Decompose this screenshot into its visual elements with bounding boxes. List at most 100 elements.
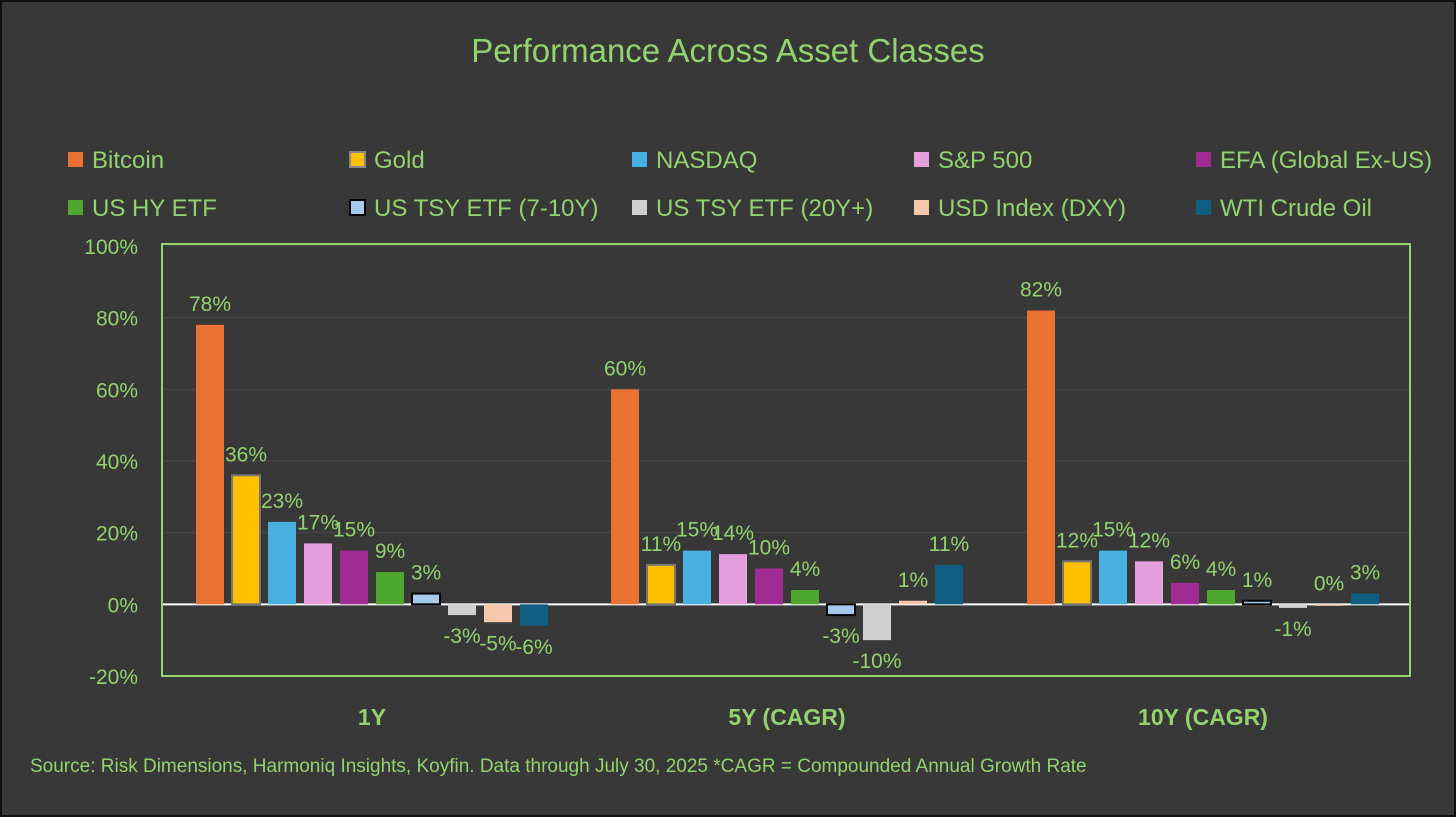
bar-gold-1 (646, 563, 676, 606)
bar-efa-global-ex-us--1 (755, 568, 783, 605)
bar-usd-index-dxy--0 (484, 604, 512, 623)
data-label: 82% (1020, 279, 1062, 302)
y-tick-label: 100% (84, 236, 138, 259)
data-label: 15% (333, 519, 375, 542)
legend-label: USD Index (DXY) (938, 195, 1126, 222)
data-label: 4% (1206, 558, 1236, 581)
data-label: 12% (1056, 529, 1098, 552)
bar-usd-index-dxy--2 (1315, 604, 1343, 606)
bars (196, 310, 1379, 641)
legend: Bitcoin Gold NASDAQ S&P 500 EFA (Global Ex-U… (68, 147, 1432, 222)
bar-us-tsy-etf-20y--0 (448, 604, 476, 616)
legend-swatch (914, 152, 929, 167)
data-label: -10% (852, 650, 901, 673)
data-label: 0% (1314, 572, 1344, 595)
bar-us-hy-etf-1 (791, 590, 819, 605)
data-label: -5% (479, 632, 516, 655)
y-tick-label: 60% (96, 379, 138, 402)
legend-swatch (68, 200, 83, 215)
bar-us-hy-etf-2 (1207, 590, 1235, 605)
bar-us-tsy-etf-20y--2 (1279, 604, 1307, 608)
bar-nasdaq-2 (1099, 550, 1127, 605)
legend-swatch (632, 200, 647, 215)
x-tick-label: 1Y (358, 704, 386, 730)
legend-label: EFA (Global Ex-US) (1220, 147, 1432, 174)
bar-efa-global-ex-us--0 (340, 550, 368, 605)
bar-wti-crude-oil-1 (935, 564, 963, 605)
legend-label: US HY ETF (92, 195, 217, 222)
legend-swatch (349, 151, 366, 168)
x-tick-label: 5Y (CAGR) (728, 704, 845, 730)
bar-us-tsy-etf-7-10y--1 (826, 603, 856, 617)
bar-wti-crude-oil-0 (520, 604, 548, 626)
data-label: 4% (790, 558, 820, 581)
x-tick-label: 10Y (CAGR) (1138, 704, 1268, 730)
data-labels: 78%36%23%17%15%9%3%-3%-5%-6%60%11%15%14%… (189, 279, 1380, 674)
data-label: 11% (641, 533, 681, 556)
chart-title: Performance Across Asset Classes (471, 32, 985, 69)
legend-swatch (914, 200, 929, 215)
data-label: 60% (604, 357, 646, 380)
data-label: -3% (443, 625, 480, 648)
y-tick-label: 80% (96, 308, 138, 331)
gridlines (163, 245, 1409, 677)
legend-swatch (632, 152, 647, 167)
bar-gold-0 (231, 474, 261, 606)
x-axis: 1Y 5Y (CAGR) 10Y (CAGR) (358, 704, 1268, 730)
bar-us-tsy-etf-20y--1 (863, 604, 891, 641)
bar-us-tsy-etf-7-10y--2 (1242, 599, 1272, 606)
legend-label: US TSY ETF (7-10Y) (374, 195, 599, 222)
data-label: 1% (1242, 569, 1272, 592)
bar-usd-index-dxy--1 (899, 600, 927, 605)
bar-s-p-500-2 (1135, 561, 1163, 605)
bar-bitcoin-1 (611, 389, 639, 605)
data-label: 14% (712, 522, 754, 545)
legend-label: S&P 500 (938, 147, 1032, 174)
data-label: 10% (748, 537, 790, 560)
data-label: -3% (822, 625, 859, 648)
data-label: 36% (225, 443, 267, 466)
data-label: 15% (1092, 519, 1134, 542)
bar-nasdaq-0 (268, 521, 296, 605)
plot-area-border (161, 243, 1411, 677)
legend-swatch (68, 152, 83, 167)
data-label: 9% (375, 540, 405, 563)
y-tick-label: 20% (96, 523, 138, 546)
legend-swatch (1196, 152, 1211, 167)
bar-nasdaq-1 (683, 550, 711, 605)
legend-label: Gold (374, 147, 425, 174)
bar-s-p-500-1 (719, 554, 747, 605)
bar-us-tsy-etf-7-10y--0 (411, 592, 441, 606)
data-label: -1% (1274, 618, 1311, 641)
data-label: -6% (515, 636, 552, 659)
legend-swatch (349, 199, 366, 216)
data-label: 11% (929, 533, 969, 556)
data-label: 3% (411, 562, 441, 585)
legend-label: US TSY ETF (20Y+) (656, 195, 873, 222)
y-tick-label: 40% (96, 451, 138, 474)
data-label: 15% (676, 519, 718, 542)
legend-label: Bitcoin (92, 147, 164, 174)
y-axis: -20% 0% 20% 40% 60% 80% 100% (84, 236, 138, 689)
data-label: 12% (1128, 529, 1170, 552)
bar-bitcoin-0 (196, 324, 224, 605)
data-label: 23% (261, 490, 303, 513)
data-label: 78% (189, 293, 231, 316)
legend-label: NASDAQ (656, 147, 757, 174)
y-tick-label: 0% (108, 594, 138, 617)
bar-efa-global-ex-us--2 (1171, 582, 1199, 605)
bar-bitcoin-2 (1027, 310, 1055, 605)
bar-us-hy-etf-0 (376, 572, 404, 605)
bar-s-p-500-0 (304, 543, 332, 605)
data-label: 1% (898, 569, 928, 592)
source-note: Source: Risk Dimensions, Harmoniq Insigh… (30, 756, 1087, 777)
legend-label: WTI Crude Oil (1220, 195, 1372, 222)
bar-gold-2 (1062, 560, 1092, 606)
data-label: 6% (1170, 551, 1200, 574)
bar-wti-crude-oil-2 (1351, 593, 1379, 605)
data-label: 17% (297, 511, 339, 534)
y-tick-label: -20% (89, 666, 138, 689)
data-label: 3% (1350, 562, 1380, 585)
